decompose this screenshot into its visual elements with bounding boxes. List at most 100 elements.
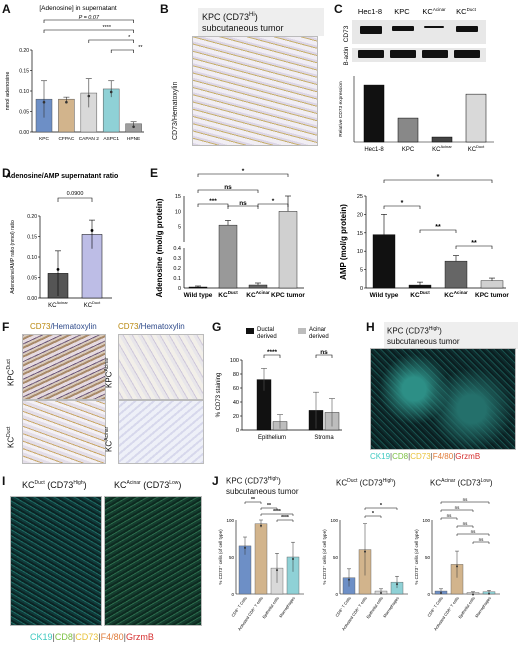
chart-d-category-label: KCAcinar [48, 300, 68, 309]
chart-c-category-label: KCDuct [468, 144, 485, 153]
panel-f-row-kc-acinar: KCAcinar [104, 426, 114, 452]
panel-label-f: F [2, 320, 10, 334]
panel-i-title-left: KCDuct (CD73High) [22, 480, 87, 490]
chart-j-sig-label: ns [463, 521, 469, 526]
chart-j-point [348, 578, 350, 581]
chart-a-sig-label: ** [138, 45, 143, 51]
chart-j: % CD73⁺ cells (of cell type) 0 50 100 CD8⁺ T… [218, 497, 500, 632]
chart-d-tick-label: 0.15 [27, 235, 37, 241]
panel-h-legend: CK19|CD8|CD73|F4/80|GrzmB [370, 452, 480, 461]
chart-j-sig-label: ns [463, 497, 469, 502]
chart-j-sig-bracket [364, 515, 382, 518]
chart-e-left-category-label: KPC tumor [271, 292, 305, 299]
chart-e-left-bar [218, 224, 238, 289]
chart-d-tick-label: 0.10 [27, 255, 37, 261]
chart-j-category-label: Macrophages [382, 596, 400, 619]
legend-separator: | [408, 452, 411, 461]
chart-a-ylabel: nmol adenosine [5, 72, 11, 111]
chart-c-bar [363, 84, 385, 143]
chart-j-tick-label: 0 [335, 592, 338, 597]
chart-j-point [380, 592, 382, 595]
legend-separator: | [72, 632, 76, 642]
chart-g: DuctalderivedAcinarderived020406080100% … [216, 327, 342, 441]
chart-e-left-category-label: Wild type [184, 292, 213, 299]
panel-label-c: C [334, 2, 343, 16]
chart-e-left-tick-label: 0.2 [173, 266, 181, 272]
chart-j-ylabel: % CD73⁺ cells (of cell type) [414, 529, 419, 585]
chart-e-left-sig-label: *** [209, 198, 217, 205]
chart-g-tick-label: 20 [233, 414, 239, 420]
chart-e-right-sig-label: * [437, 174, 440, 181]
legend-channel-label: CD8 [392, 452, 409, 461]
chart-e-right-sig-label: ** [435, 224, 441, 231]
chart-c-category-label: KCAcinar [432, 144, 452, 153]
chart-a-sig-label: P = 0.07 [79, 15, 100, 21]
chart-e-left-sig-label: * [242, 168, 245, 175]
chart-c: Hec1-8 KPC KCAcinar KCDuct CD73 B-actin Relati… [338, 7, 494, 153]
chart-g-sig-bracket [263, 354, 281, 358]
chart-e-right-tick-label: 5 [360, 268, 363, 274]
chart-g-legend-swatch-ductal [246, 328, 254, 334]
blot-row-label-actin: B-actin [344, 47, 350, 66]
panel-j-title-1: KPC (CD73High) subcutaneous tumor [226, 476, 299, 496]
legend-channel-label: CD73 [75, 632, 99, 642]
chart-d-point [90, 229, 94, 232]
chart-j-sig-label: ns [455, 505, 461, 510]
chart-j-sig-label: * [380, 503, 383, 509]
chart-j-tick-label: 0 [231, 592, 234, 597]
chart-j-sig-bracket [364, 507, 398, 510]
chart-e-right-category-label: KCAcinar [444, 290, 468, 299]
blot-actin-band [358, 50, 384, 58]
chart-j-sig-bracket [440, 517, 458, 520]
chart-a-tick-label: 0.05 [19, 110, 29, 116]
chart-c-bar [431, 136, 453, 143]
chart-g-sig-label: ns [320, 349, 328, 356]
legend-channel-label: CD73 [410, 452, 431, 461]
blot-cd73-band [424, 26, 444, 28]
legend-channel-label: GrzmB [125, 632, 154, 642]
chart-j-point [276, 569, 278, 572]
chart-e-left-sig-bracket [197, 173, 289, 177]
panel-label-j: J [212, 474, 219, 488]
panel-i-micrograph-right [104, 496, 202, 626]
chart-e-right-category-label: Wild type [370, 292, 399, 299]
chart-j-sig-label: ns [447, 513, 453, 518]
chart-a-tick-label: 0.20 [19, 48, 29, 54]
chart-c-category-label: Hec1-8 [364, 147, 384, 153]
chart-a: [Adenosine] in supernatant 0.00 0.05 0.10 0.… [5, 5, 144, 142]
chart-a-point [87, 94, 91, 98]
chart-j-sig-bracket [244, 501, 262, 504]
chart-e-left-sig-label: ns [224, 184, 232, 191]
panel-b-micrograph [192, 36, 318, 146]
chart-a-title: [Adenosine] in supernatant [39, 5, 117, 12]
panel-i-micrograph-left [10, 496, 102, 626]
chart-j-point [396, 583, 398, 586]
chart-e-left-tick-label: 5 [178, 225, 181, 231]
chart-j-tick-label: 100 [226, 518, 234, 523]
chart-e-left-ylabel: Adenosine (mol/g protein) [155, 198, 164, 297]
chart-j-sig-label: **** [273, 509, 281, 515]
panel-f-micrograph-kc-acinar [118, 400, 204, 464]
panel-j-title-2: KCDuct (CD73High) [336, 478, 396, 488]
chart-a-sig-bracket [43, 19, 134, 23]
panel-label-d: D [2, 166, 11, 180]
legend-separator: | [453, 452, 456, 461]
chart-j-point [488, 592, 490, 595]
panel-f-micrograph-kc-duct [22, 400, 106, 464]
chart-d-title: Adenosine/AMP supernatant ratio [6, 173, 118, 180]
chart-j-ylabel: % CD73⁺ cells (of cell type) [322, 529, 327, 585]
panel-i-legend: CK19|CD8|CD73|F4/80|GrzmB [30, 632, 154, 642]
chart-j-sig-bracket [456, 533, 490, 536]
chart-j-bar [254, 523, 268, 595]
blot-actin-band-bg [352, 48, 486, 62]
chart-e-right-tick-label: 15 [357, 231, 363, 237]
legend-separator: | [430, 452, 433, 461]
chart-g-legend-label-ductal: Ductal [257, 327, 274, 333]
legend-separator: | [98, 632, 101, 642]
chart-j-sig-bracket [472, 541, 490, 544]
chart-d-point [56, 268, 60, 271]
chart-j-point [364, 550, 366, 553]
chart-g-category-label: Epithelium [258, 435, 286, 441]
chart-j-sig-label: ns [479, 537, 485, 542]
chart-j-sig-bracket [260, 513, 294, 516]
